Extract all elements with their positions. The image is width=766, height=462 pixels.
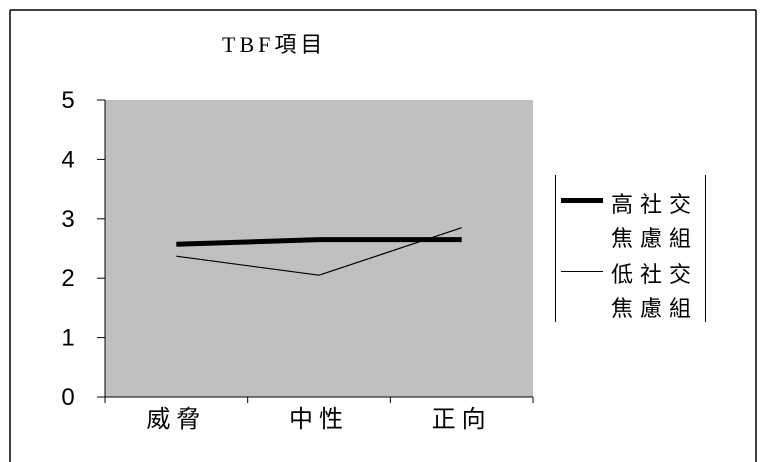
y-tick-label: 2: [61, 265, 74, 292]
legend: 高社交焦慮組 低社交焦慮組: [555, 175, 706, 322]
x-category-label: 中性: [289, 406, 349, 433]
series-layer: [176, 227, 462, 276]
x-category-label: 正向: [432, 406, 492, 433]
series-line-low-anxiety: [176, 227, 462, 276]
chart-title: TBF項目: [222, 32, 327, 57]
y-tick-label: 5: [61, 87, 74, 114]
legend-swatch-high-anxiety: [561, 198, 603, 203]
x-axis: 威脅 中性 正向: [97, 396, 534, 433]
legend-label-low-anxiety: 低社交焦慮組: [610, 262, 698, 321]
series-line-high-anxiety: [176, 237, 462, 247]
figure-frame: [9, 9, 757, 462]
y-axis: 0 1 2 3 4 5: [61, 87, 106, 411]
y-tick-label: 1: [61, 325, 74, 352]
x-category-label: 威脅: [146, 406, 206, 433]
legend-label-high-anxiety: 高社交焦慮組: [610, 192, 698, 251]
y-tick-label: 3: [61, 206, 74, 233]
y-tick-label: 0: [61, 384, 74, 411]
y-tick-label: 4: [61, 146, 74, 173]
legend-swatch-low-anxiety: [561, 271, 603, 272]
plot-area: [105, 100, 533, 397]
